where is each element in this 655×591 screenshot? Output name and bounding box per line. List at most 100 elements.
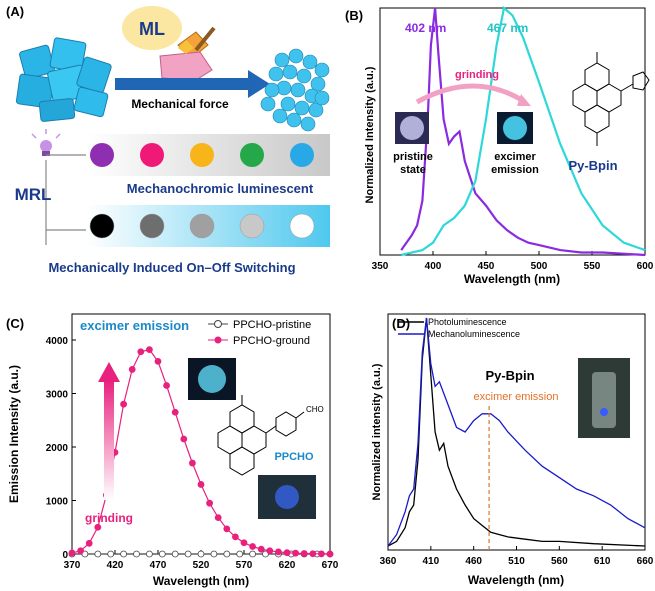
data-point — [236, 550, 244, 558]
data-point — [120, 550, 127, 558]
panel-a-label: (A) — [6, 4, 25, 19]
data-point — [107, 550, 115, 558]
data-point — [317, 550, 325, 558]
switching-color-dots — [89, 213, 315, 239]
switching-caption: Mechanically Induced On–Off Switching — [48, 260, 295, 275]
data-point — [210, 550, 218, 558]
x-tick-label: 370 — [64, 560, 81, 571]
mrl-label: MRL — [15, 185, 52, 204]
x-tick-label: 500 — [531, 261, 548, 272]
particle — [314, 90, 330, 106]
data-point — [223, 550, 231, 558]
data-point — [145, 550, 153, 558]
y-tick-label: 2000 — [46, 443, 69, 454]
data-point — [171, 550, 179, 558]
x-tick-label: 450 — [478, 261, 495, 272]
panel-d-label: (D) — [392, 316, 410, 331]
panel-c-chart: (C) 370 420 470 520 570 620 670 0 1000 2000 3000 40… — [6, 313, 339, 588]
panel-c-label: (C) — [6, 316, 24, 331]
x-tick-label: 470 — [150, 560, 167, 571]
mcl-dot — [90, 143, 114, 167]
grinding-arrow — [415, 83, 527, 105]
pristine-state-line1: pristine — [393, 151, 433, 163]
data-point — [249, 543, 257, 550]
particle — [302, 54, 318, 70]
x-tick-label: 570 — [236, 560, 253, 571]
data-point — [154, 358, 162, 365]
particle — [288, 48, 304, 64]
series-line-0 — [387, 317, 646, 547]
switching-dot — [289, 213, 315, 239]
legend-pristine: PPCHO-pristine — [233, 319, 311, 331]
data-point — [188, 459, 196, 467]
cho-label: CHO — [306, 405, 324, 414]
x-axis-label: Wavelength (nm) — [468, 573, 564, 587]
particle — [276, 80, 292, 96]
data-point — [292, 549, 300, 557]
x-tick-label: 520 — [193, 560, 210, 571]
particle — [290, 82, 306, 98]
particle-cluster-icon — [260, 48, 330, 132]
spectra-lines — [68, 346, 334, 558]
particle — [274, 52, 290, 68]
grinding-label: grinding — [455, 69, 499, 81]
legend-photoluminescence: Photoluminescence — [428, 317, 507, 327]
particle — [296, 68, 312, 84]
x-tick-label: 410 — [422, 556, 439, 567]
data-point — [158, 550, 166, 558]
mcl-dot — [190, 143, 214, 167]
peak-402-label: 402 nm — [405, 21, 446, 35]
x-tick-label: 350 — [372, 261, 389, 272]
pybpin-compound-label: Py-Bpin — [485, 368, 534, 383]
x-axis-ticks: 360 410 460 510 560 610 660 — [380, 546, 654, 567]
series-line-1 — [387, 317, 646, 547]
x-axis-label: Wavelength (nm) — [464, 272, 560, 286]
particle — [308, 102, 324, 118]
particle — [272, 108, 288, 124]
data-point — [257, 545, 265, 553]
data-point — [137, 348, 145, 356]
ml-text: ML — [139, 19, 165, 39]
x-tick-label: 670 — [322, 560, 339, 571]
particle — [294, 100, 310, 116]
x-tick-label: 620 — [279, 560, 296, 571]
data-point — [249, 550, 257, 558]
legend-ground: PPCHO-ground — [233, 335, 310, 347]
data-point — [180, 435, 188, 443]
particle — [300, 116, 316, 132]
data-point — [128, 366, 136, 373]
panel-d-chart: (D) 360 410 460 510 560 610 660 Wavelength (nm… — [371, 313, 654, 587]
lamp-icon — [31, 129, 61, 156]
crystal-cluster-icon — [15, 37, 112, 122]
mcl-caption: Mechanochromic luminescent — [127, 181, 314, 196]
data-point — [197, 550, 205, 558]
x-tick-label: 420 — [107, 560, 124, 571]
y-tick-label: 0 — [62, 550, 68, 561]
data-point — [77, 547, 84, 555]
grinding-arrow — [104, 380, 114, 500]
x-tick-label: 660 — [637, 556, 654, 567]
data-point — [300, 550, 308, 557]
mcl-dot — [240, 143, 264, 167]
particle — [314, 62, 330, 78]
data-point — [309, 550, 317, 558]
grinding-label: grinding — [85, 511, 133, 525]
x-tick-label: 610 — [594, 556, 611, 567]
particle — [286, 112, 302, 128]
data-point — [94, 550, 102, 558]
x-axis-ticks: 350 400 450 500 550 600 — [372, 251, 654, 272]
excimer-emission-line2: emission — [491, 164, 539, 176]
y-tick-label: 4000 — [46, 336, 69, 347]
x-tick-label: 510 — [508, 556, 525, 567]
pybpin-structure-icon — [572, 52, 650, 146]
data-point — [206, 499, 214, 507]
particle — [268, 66, 284, 82]
data-point — [240, 539, 248, 547]
x-tick-label: 560 — [551, 556, 568, 567]
peak-467-label: 467 nm — [487, 21, 528, 35]
ppcho-compound-label: PPCHO — [274, 451, 314, 463]
mcl-dot — [140, 143, 164, 167]
switching-dot — [139, 213, 165, 239]
mcl-dot — [290, 143, 314, 167]
y-axis-label: Normalized intensity (a.u.) — [371, 363, 383, 500]
